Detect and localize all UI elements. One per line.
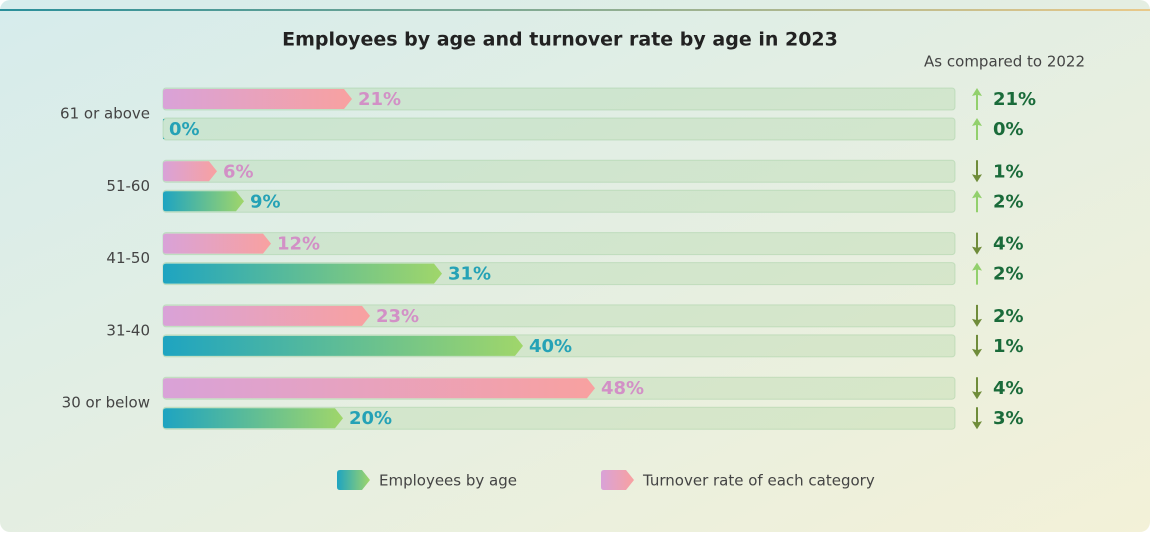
change-label: 1%: [993, 336, 1024, 357]
category-label: 30 or below: [62, 394, 150, 412]
bar: [163, 335, 523, 356]
category-label: 51-60: [106, 177, 150, 195]
change-label: 2%: [993, 264, 1024, 285]
change-label: 1%: [993, 161, 1024, 182]
value-label: 9%: [250, 191, 281, 212]
category-label: 41-50: [106, 249, 150, 267]
bar: [163, 408, 343, 429]
value-label: 23%: [376, 306, 419, 327]
bar: [163, 161, 217, 182]
legend-label: Employees by age: [379, 472, 517, 490]
bar: [163, 263, 442, 284]
change-arrow: [972, 190, 982, 213]
change-label: 4%: [993, 234, 1024, 255]
bar-track: [162, 189, 956, 213]
change-label: 4%: [993, 378, 1024, 399]
bar: [163, 89, 352, 109]
legend-swatch: [601, 470, 634, 490]
legend-swatch: [337, 470, 370, 490]
change-arrow: [972, 160, 982, 183]
top-rule: [0, 9, 1150, 11]
bar: [163, 191, 244, 212]
change-arrow: [972, 88, 982, 110]
bar-track: [162, 159, 956, 183]
value-label: 21%: [358, 89, 401, 110]
bar: [163, 305, 370, 326]
change-label: 2%: [993, 306, 1024, 327]
change-arrow: [972, 232, 982, 255]
value-label: 40%: [529, 336, 572, 357]
chart-title: Employees by age and turnover rate by ag…: [282, 29, 838, 51]
value-label: 6%: [223, 161, 254, 182]
change-label: 21%: [993, 89, 1036, 110]
value-label: 0%: [169, 119, 200, 140]
category-label: 61 or above: [60, 105, 150, 123]
category-label: 31-40: [106, 321, 150, 339]
value-label: 12%: [277, 234, 320, 255]
change-arrow: [972, 407, 982, 430]
bar: [163, 233, 271, 254]
change-arrow: [972, 377, 982, 400]
value-label: 31%: [448, 264, 491, 285]
bar-track: [162, 117, 956, 141]
change-label: 3%: [993, 408, 1024, 429]
change-arrow: [972, 304, 982, 327]
legend-label: Turnover rate of each category: [642, 472, 875, 490]
change-label: 2%: [993, 191, 1024, 212]
subtitle: As compared to 2022: [924, 53, 1085, 71]
value-label: 20%: [349, 408, 392, 429]
value-label: 48%: [601, 378, 644, 399]
bar: [163, 378, 595, 399]
change-arrow: [972, 118, 982, 140]
change-label: 0%: [993, 119, 1024, 140]
change-arrow: [972, 334, 982, 357]
change-arrow: [972, 262, 982, 285]
